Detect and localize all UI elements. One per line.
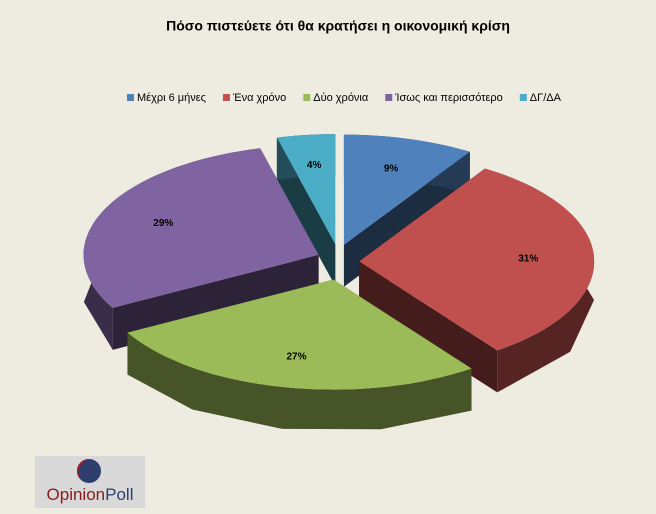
logo: OpinionPoll: [35, 456, 145, 508]
legend-swatch: [303, 94, 311, 101]
logo-icon: [77, 459, 101, 483]
legend-swatch: [519, 94, 527, 101]
logo-icon: [76, 458, 89, 479]
legend-label: Ένα χρόνο: [232, 92, 286, 104]
legend-swatch: [222, 94, 230, 101]
pie: 9% 31% 27% 29% 4%: [83, 134, 595, 430]
legend-label: ΔΓ/ΔΑ: [530, 92, 562, 104]
slice: [276, 134, 336, 245]
data-label: 27%: [286, 351, 306, 362]
slice: [127, 279, 472, 390]
slice: [343, 134, 470, 245]
legend: Μέχρι 6 μήνες Ένα χρόνο Δύο χρόνια Ίσως και…: [127, 92, 562, 104]
legend-label: Ίσως και περισσότερο: [394, 92, 503, 104]
slice: [359, 168, 595, 351]
logo-part: Opinion: [47, 485, 106, 504]
legend-swatch: [385, 94, 393, 101]
legend-label: Δύο χρόνια: [313, 92, 369, 104]
data-label: 4%: [307, 160, 322, 171]
data-label: 9%: [384, 163, 399, 174]
legend-label: Μέχρι 6 μήνες: [137, 92, 206, 104]
data-label: 31%: [518, 254, 538, 265]
slice-wall: [127, 332, 472, 430]
logo-part: Poll: [105, 485, 133, 504]
legend-swatch: [127, 94, 134, 101]
logo-text: OpinionPoll: [47, 485, 134, 504]
data-label: 29%: [153, 218, 173, 229]
slice-side: [359, 261, 498, 393]
chart-title: Πόσο πιστεύετε ότι θα κρατήσει η οικονομ…: [166, 18, 510, 34]
slice: [83, 148, 319, 308]
